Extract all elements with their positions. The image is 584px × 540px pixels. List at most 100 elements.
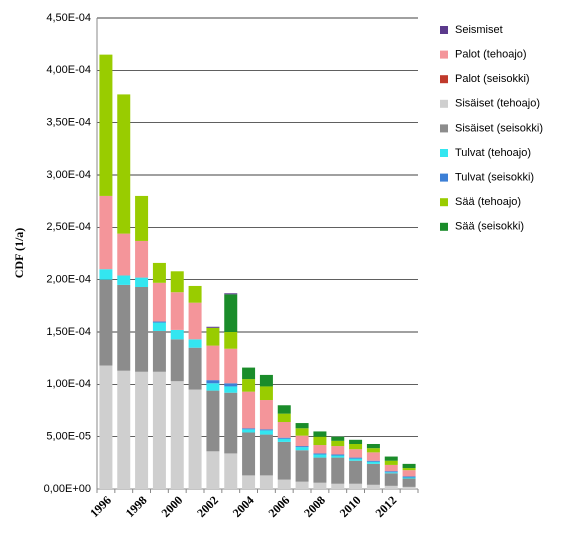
x-tick-label: 2008 — [301, 493, 328, 520]
x-tick-label: 1998 — [123, 493, 150, 520]
y-tick-label: 2,00E-04 — [46, 274, 91, 286]
bar-segment — [295, 450, 309, 482]
bar-segment — [295, 428, 309, 436]
bar-segment — [259, 429, 273, 431]
bar-segment — [242, 379, 256, 392]
legend-label: Sisäiset (tehoajo) — [455, 98, 540, 110]
bar-segment — [224, 453, 238, 489]
bar-segment — [331, 455, 345, 458]
bar-segment — [384, 460, 398, 465]
bar-segment — [259, 434, 273, 476]
bar-segment — [170, 271, 184, 293]
bar-segment — [117, 284, 131, 371]
bar-segment — [224, 383, 238, 387]
y-tick-label: 5,00E-05 — [46, 431, 91, 443]
bar-segment — [135, 371, 149, 489]
bar-segment — [349, 460, 363, 484]
bar-segment — [349, 443, 363, 450]
x-tick-label: 2000 — [158, 493, 185, 520]
legend-label: Sisäiset (seisokki) — [455, 122, 543, 134]
legend-swatch — [440, 198, 448, 207]
bar-segment — [242, 432, 256, 476]
legend-label: Seismiset — [455, 24, 503, 36]
bar-segment — [313, 431, 327, 437]
y-tick-label: 4,00E-04 — [46, 64, 91, 76]
bar-segment — [152, 371, 166, 489]
bar-segment — [366, 443, 380, 449]
bar-segment — [135, 286, 149, 372]
bar-segment — [259, 475, 273, 489]
bar-segment — [331, 483, 345, 489]
bar-segment — [295, 446, 309, 448]
bar-segment — [188, 302, 202, 340]
bar-segment — [206, 326, 220, 328]
bar-segment — [384, 485, 398, 489]
bar-segment — [242, 475, 256, 489]
bar-segment — [384, 456, 398, 461]
bar-segment — [259, 430, 273, 435]
bar-segment — [277, 437, 291, 439]
bar-segment — [242, 391, 256, 429]
y-tick-label: 3,50E-04 — [46, 117, 91, 129]
bar-segment — [384, 464, 398, 472]
bar-segment — [170, 329, 184, 340]
legend-label: Sää (seisokki) — [455, 221, 524, 233]
legend-label: Palot (seisokki) — [455, 73, 530, 85]
bar-segment — [188, 285, 202, 303]
bar-segment — [242, 367, 256, 380]
x-tick-label: 1996 — [87, 493, 114, 520]
bar-segment — [277, 438, 291, 442]
bar-segment — [384, 471, 398, 473]
bar-segment — [170, 339, 184, 382]
legend-swatch — [440, 26, 448, 34]
bar-segment — [259, 400, 273, 430]
bar-segment — [117, 94, 131, 234]
bar-segment — [170, 381, 184, 489]
bar-segment — [366, 460, 380, 462]
bar-segment — [313, 482, 327, 489]
bar-segment — [188, 339, 202, 348]
bar-segment — [206, 380, 220, 384]
bar-segment — [313, 445, 327, 454]
bar-segment — [135, 277, 149, 287]
x-tick-label: 2004 — [230, 493, 257, 520]
bar-segment — [402, 478, 416, 487]
legend-label: Tulvat (seisokki) — [455, 172, 534, 184]
bar-segment — [206, 327, 220, 346]
bar-segment — [206, 390, 220, 452]
bar-segment — [313, 457, 327, 483]
bar-segment — [349, 449, 363, 458]
legend-swatch — [440, 149, 448, 157]
bar-segment — [402, 486, 416, 489]
bar-segment — [277, 413, 291, 423]
legend-label: Palot (tehoajo) — [455, 49, 527, 61]
legend-swatch — [440, 75, 448, 84]
legend-swatch — [440, 124, 448, 133]
bar-segment — [331, 436, 345, 441]
y-tick-label: 4,50E-04 — [46, 12, 91, 24]
bar-segment — [152, 321, 166, 323]
bar-segment — [152, 322, 166, 331]
bar-segment — [366, 484, 380, 489]
bar-segment — [135, 195, 149, 241]
bar-segment — [259, 386, 273, 401]
x-tick-label: 2010 — [337, 493, 364, 520]
bar-segment — [349, 458, 363, 461]
bar-segment — [331, 446, 345, 455]
y-tick-label: 1,00E-04 — [46, 378, 91, 390]
legend-swatch — [440, 99, 448, 108]
bar-segment — [170, 292, 184, 330]
bar-segment — [313, 454, 327, 458]
legend-label: Sää (tehoajo) — [455, 196, 521, 208]
bar-segment — [206, 451, 220, 489]
x-tick-label: 2012 — [372, 493, 399, 520]
bar-segment — [224, 386, 238, 393]
bar-segment — [259, 374, 273, 387]
bar-segment — [99, 365, 113, 489]
bar-segment — [295, 435, 309, 447]
x-tick-label: 2002 — [194, 493, 221, 520]
bar-segment — [206, 345, 220, 381]
y-tick-label: 0,00E+00 — [44, 483, 91, 495]
bar-segment — [349, 439, 363, 444]
y-tick-label: 3,00E-04 — [46, 169, 91, 181]
